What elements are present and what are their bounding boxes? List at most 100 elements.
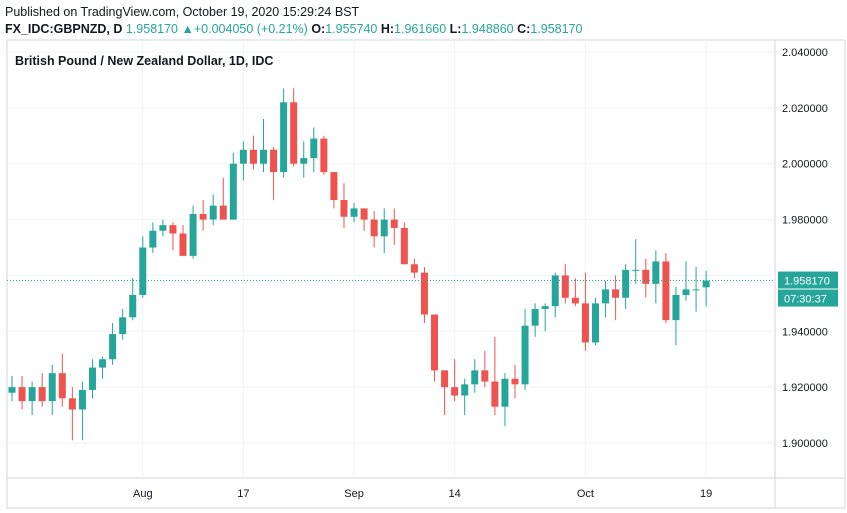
candle xyxy=(551,272,559,318)
candle xyxy=(632,239,640,284)
candle xyxy=(199,200,207,231)
candle-body xyxy=(400,227,408,265)
candle-body xyxy=(702,280,710,288)
candle xyxy=(99,356,107,379)
candle xyxy=(602,281,610,318)
candle-body xyxy=(390,219,398,228)
candle xyxy=(290,88,298,167)
candle-body xyxy=(511,378,519,385)
candle xyxy=(390,208,398,245)
candle-body xyxy=(380,219,388,237)
price-tick-label: 2.040000 xyxy=(782,47,828,59)
candle-body xyxy=(8,387,16,393)
candle xyxy=(300,141,308,178)
candle-body xyxy=(531,308,539,326)
candle-body xyxy=(652,261,660,284)
candle-body xyxy=(28,387,36,402)
candle xyxy=(109,322,117,365)
candle xyxy=(48,364,56,416)
candle xyxy=(702,270,710,307)
low-value: 1.948860 xyxy=(461,22,514,36)
time-tick-label: 17 xyxy=(237,488,249,500)
candle xyxy=(159,219,167,237)
last-price: 1.958170 xyxy=(125,22,178,36)
high-value: 1.961660 xyxy=(394,22,447,36)
countdown-badge: 07:30:37 xyxy=(778,289,838,307)
candle xyxy=(68,387,76,441)
time-axis[interactable]: Aug 17 Sep 14 Oct 19 xyxy=(133,488,712,500)
candle xyxy=(642,258,650,298)
close-value: 1.958170 xyxy=(530,22,583,36)
candle-body xyxy=(280,102,288,173)
price-badge: 1.958170 xyxy=(778,271,838,289)
candle-body xyxy=(571,297,579,304)
candle xyxy=(149,222,157,254)
candle-body xyxy=(441,370,449,388)
candle-body xyxy=(300,158,308,164)
candle-body xyxy=(682,289,690,295)
candle-body xyxy=(551,275,559,307)
candle xyxy=(682,261,690,301)
candle-body xyxy=(360,208,368,220)
candle xyxy=(58,353,66,407)
candle xyxy=(511,364,519,399)
candle xyxy=(491,336,499,416)
candle xyxy=(320,135,328,175)
candle xyxy=(330,172,338,209)
symbol-label[interactable]: FX_IDC:GBPNZD, D xyxy=(5,22,123,36)
candle-body xyxy=(481,370,489,382)
candle xyxy=(561,264,569,304)
candle xyxy=(581,272,589,351)
candle xyxy=(88,359,96,399)
candle-body xyxy=(149,230,157,248)
candle xyxy=(129,278,137,321)
candle-body xyxy=(199,213,207,220)
candle xyxy=(461,378,469,416)
time-tick-label: 19 xyxy=(700,488,712,500)
candle xyxy=(380,208,388,254)
price-tick-label: 1.940000 xyxy=(782,326,828,338)
price-axis[interactable]: 1.9000001.9200001.9400001.9600001.980000… xyxy=(782,47,828,450)
open-label: O: xyxy=(311,22,326,36)
candle xyxy=(209,194,217,226)
candle-body xyxy=(340,200,348,217)
candle-body xyxy=(179,233,187,256)
candle-body xyxy=(139,247,147,295)
up-arrow-icon: ▲ xyxy=(181,22,194,36)
candle xyxy=(451,359,459,402)
candle xyxy=(571,278,579,307)
candle-body xyxy=(310,138,318,159)
candle-body xyxy=(189,213,197,256)
price-tick-label: 1.900000 xyxy=(782,438,828,450)
candle-body xyxy=(48,373,56,402)
candle-body xyxy=(320,138,328,173)
candle-body xyxy=(38,387,46,402)
candle-body xyxy=(129,294,137,318)
candle xyxy=(270,146,278,201)
candle-body xyxy=(350,208,358,217)
candle xyxy=(672,286,680,346)
candle-body xyxy=(642,269,650,284)
price-change: +0.004050 (+0.21%) xyxy=(193,22,308,36)
candle-body xyxy=(581,303,589,343)
candle-body xyxy=(68,398,76,410)
candle xyxy=(119,308,127,340)
candle xyxy=(410,258,418,279)
candle xyxy=(260,119,267,173)
candle xyxy=(28,381,36,416)
candle-body xyxy=(622,269,630,298)
candle xyxy=(612,275,620,321)
low-label: L: xyxy=(449,22,462,36)
candle-body xyxy=(88,367,96,390)
candle xyxy=(340,183,348,228)
time-tick-label: Oct xyxy=(577,488,594,500)
candle xyxy=(370,211,378,248)
candle xyxy=(310,127,318,173)
candle-body xyxy=(58,373,66,399)
price-tick-label: 1.920000 xyxy=(782,382,828,394)
candle-body xyxy=(78,389,86,410)
candle-body xyxy=(521,325,529,385)
candle xyxy=(8,375,16,402)
candle xyxy=(139,236,147,298)
